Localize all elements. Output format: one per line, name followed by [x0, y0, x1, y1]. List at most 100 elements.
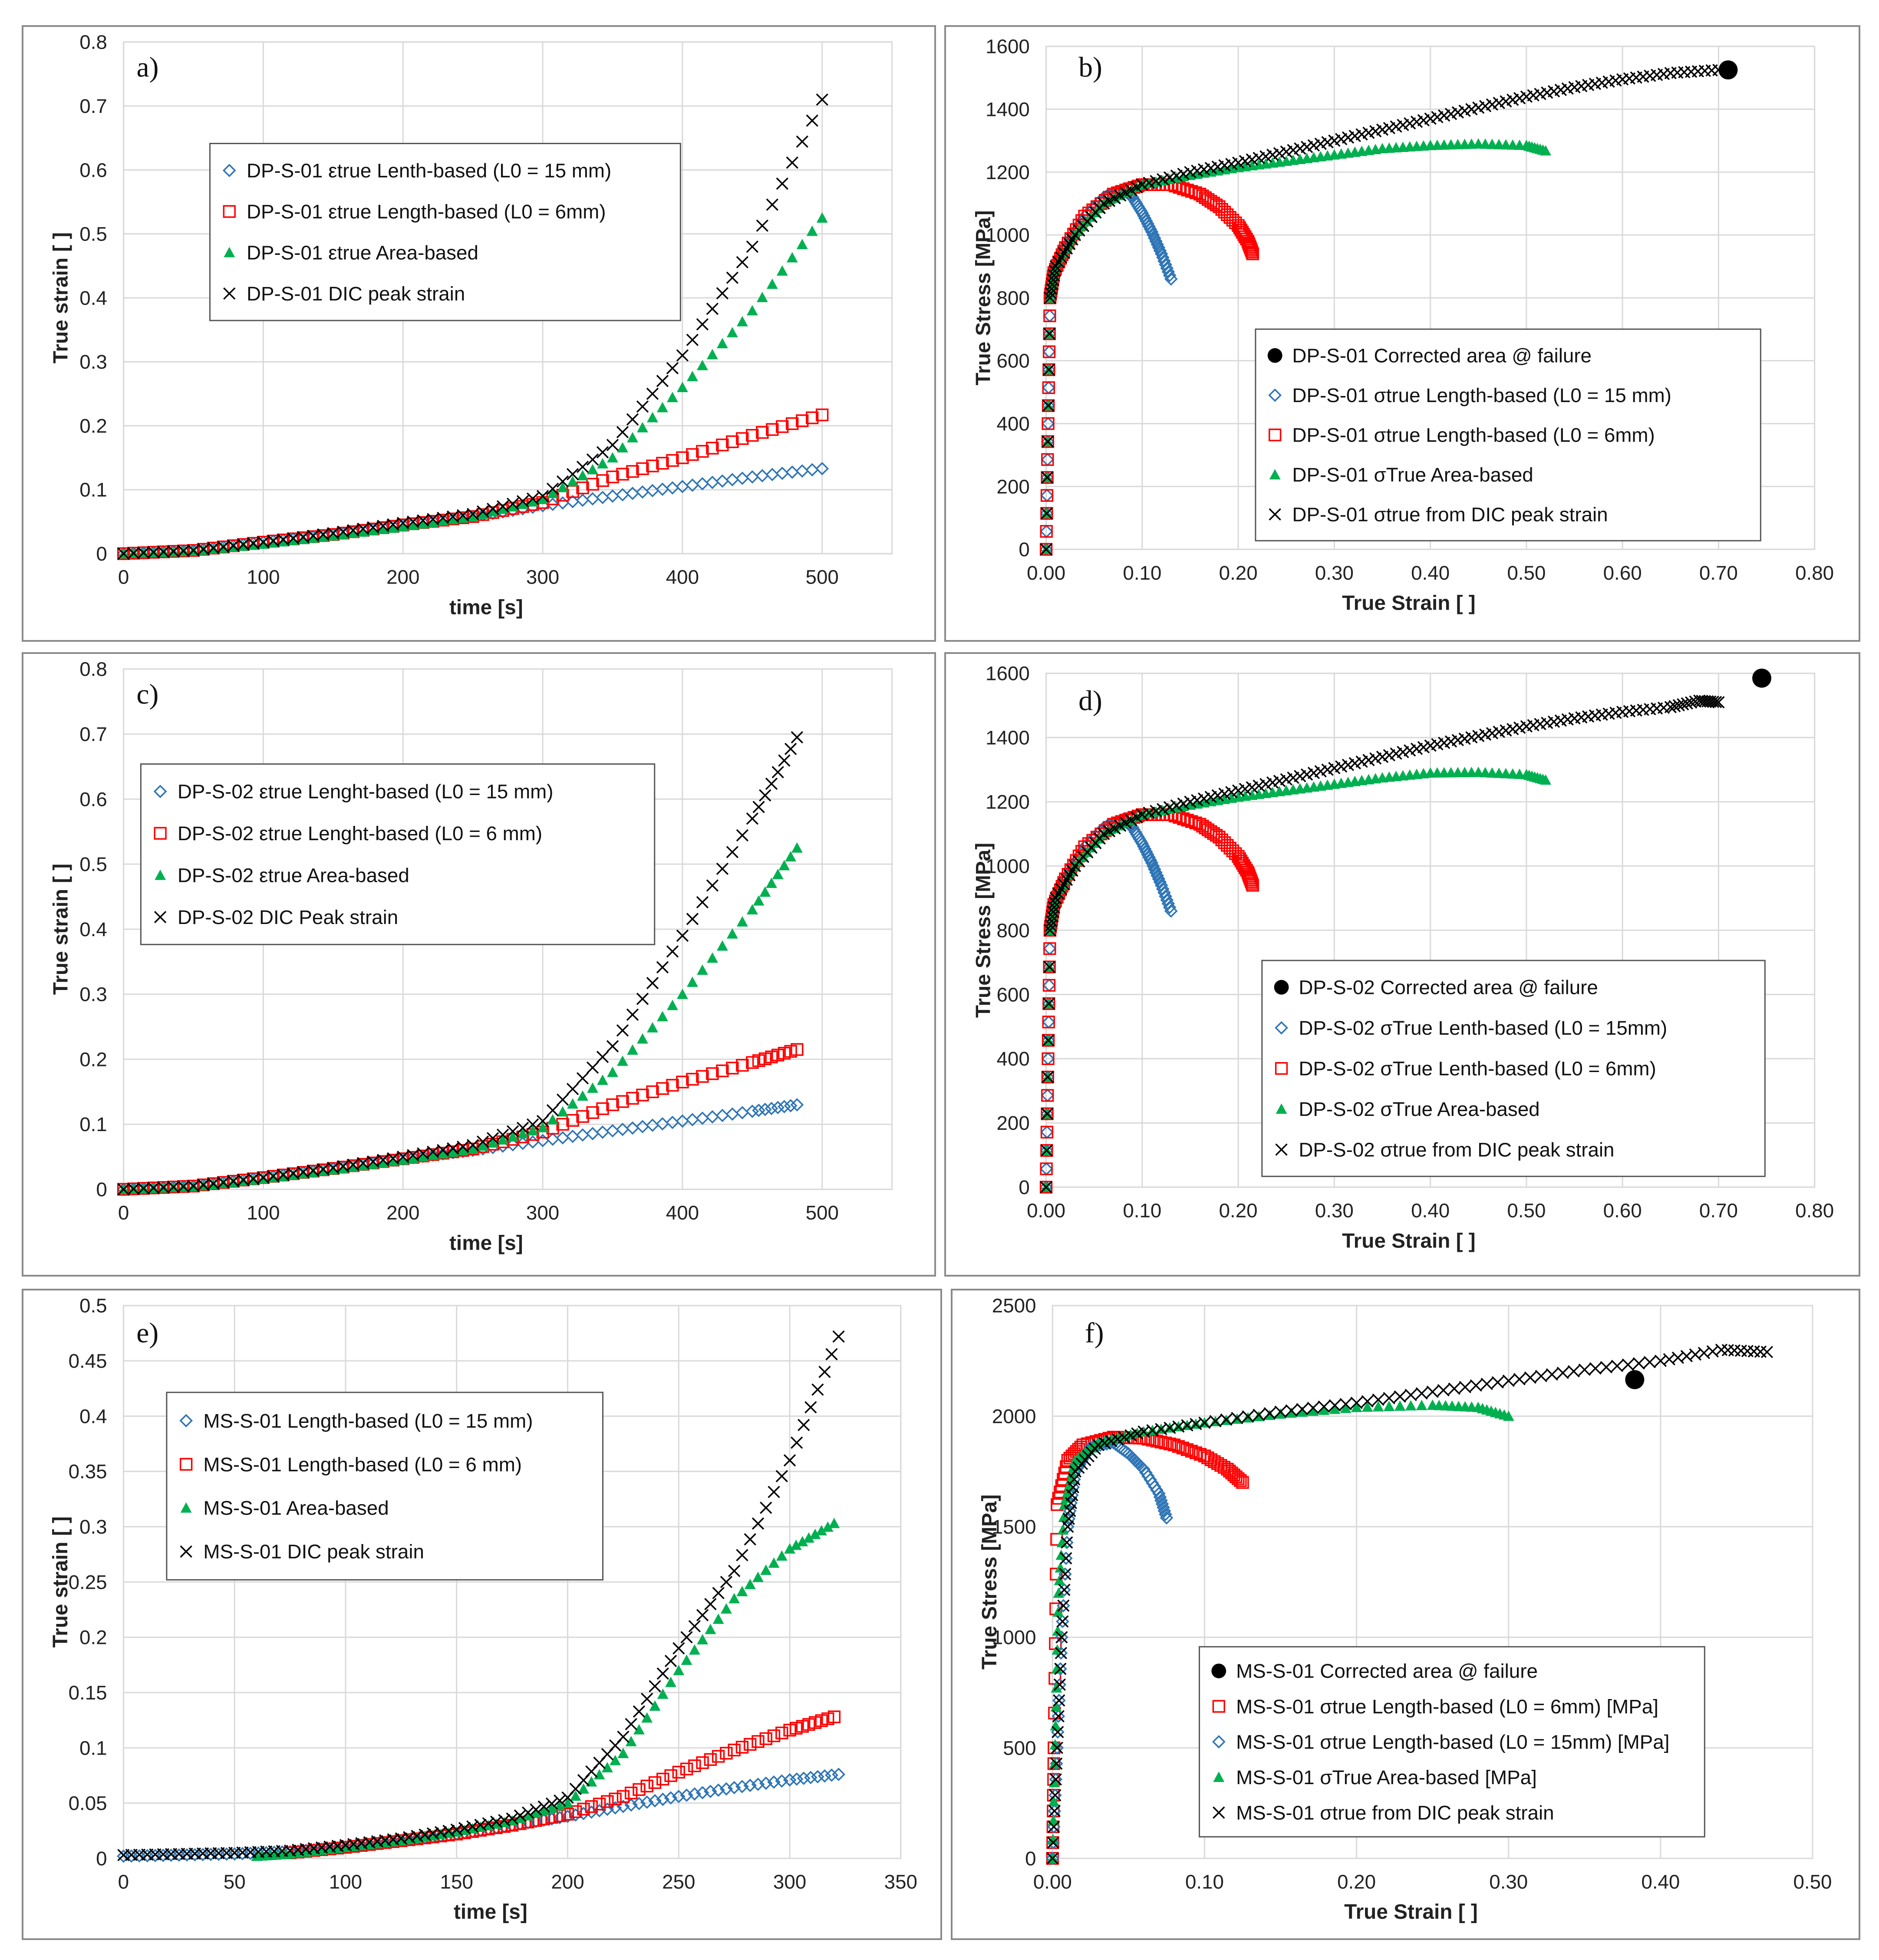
data-point [1041, 1089, 1055, 1102]
data-point [1053, 1678, 1066, 1691]
data-point [1039, 543, 1053, 556]
data-point [744, 1533, 756, 1546]
data-point [387, 1152, 399, 1165]
data-point [617, 1748, 629, 1759]
data-point [287, 535, 299, 545]
data-point [1042, 345, 1056, 359]
data-point [317, 1163, 330, 1176]
data-point [726, 928, 738, 939]
data-point [805, 463, 819, 477]
data-point [167, 1181, 180, 1193]
data-point [477, 1135, 489, 1148]
data-point [825, 1348, 838, 1361]
plot-area [123, 41, 893, 554]
panel-label: a) [136, 52, 158, 83]
data-point [177, 544, 190, 557]
legend-marker [1213, 1772, 1225, 1782]
data-point [686, 976, 698, 987]
x-axis-label: True Strain [ ] [1342, 1229, 1476, 1252]
x-tick-label: 0 [118, 1871, 129, 1893]
data-point [1056, 1615, 1069, 1628]
data-point [752, 1517, 765, 1530]
data-point [1143, 177, 1155, 189]
data-point [610, 1755, 621, 1765]
data-point [307, 1167, 319, 1178]
data-point [672, 1642, 685, 1655]
data-point [607, 452, 618, 463]
data-point [798, 1419, 810, 1431]
data-point [746, 305, 758, 316]
failure-point [1625, 1370, 1645, 1389]
legend-entry: DP-S-02 εtrue Area-based [178, 865, 409, 887]
data-point [1056, 1599, 1070, 1613]
data-point [626, 1121, 640, 1135]
legend-entry: DP-S-02 σTrue Lenth-based (L0 = 15mm) [1299, 1017, 1667, 1039]
data-point [758, 1102, 772, 1116]
data-point [177, 1180, 190, 1193]
data-point [656, 402, 668, 412]
data-point [1480, 1378, 1493, 1390]
legend-entry: DP-S-01 Corrected area @ failure [1292, 345, 1592, 367]
data-point [457, 1140, 469, 1153]
data-point [1164, 904, 1178, 918]
data-point [1448, 1382, 1460, 1395]
y-tick-label: 1600 [986, 36, 1030, 58]
data-point [676, 382, 688, 393]
data-point [778, 1046, 791, 1060]
data-point [207, 1177, 220, 1190]
data-point [768, 1557, 780, 1568]
data-point [247, 539, 259, 550]
data-point [1049, 1758, 1061, 1769]
panel-label: e) [136, 1317, 158, 1349]
legend-entry: DP-S-01 σtrue Length-based (L0 = 15 mm) [1292, 384, 1671, 406]
data-point [187, 1179, 200, 1193]
data-point [716, 287, 729, 300]
data-point [633, 1724, 645, 1735]
data-point [1480, 767, 1491, 778]
data-point [157, 1181, 170, 1194]
data-point [775, 466, 789, 480]
x-axis-label: True Strain [ ] [1344, 1901, 1478, 1924]
x-tick-label: 50 [224, 1871, 246, 1893]
data-point [1164, 272, 1178, 286]
plot-area [122, 1305, 902, 1859]
data-point [656, 457, 669, 470]
data-point [646, 977, 659, 990]
data-point [616, 426, 629, 439]
panel-label: d) [1078, 685, 1102, 716]
data-point [752, 1103, 765, 1117]
data-point [816, 93, 828, 106]
legend-marker [1276, 1103, 1287, 1114]
y-tick-label: 0.4 [79, 287, 107, 309]
data-point [337, 1163, 349, 1173]
data-point [1054, 1574, 1065, 1585]
data-point [736, 916, 748, 927]
legend-marker [1212, 1735, 1226, 1749]
y-tick-label: 0.5 [79, 1295, 107, 1317]
data-point [686, 478, 699, 492]
data-point [606, 489, 620, 503]
data-point [1149, 234, 1163, 248]
data-point [1153, 875, 1167, 889]
data-point [796, 135, 808, 148]
data-point [1040, 1144, 1053, 1157]
x-tick-label: 0.30 [1315, 1200, 1354, 1222]
data-point [666, 392, 678, 403]
data-point [1041, 453, 1054, 466]
data-point [696, 1112, 709, 1125]
data-point [696, 964, 708, 975]
y-tick-label: 1500 [992, 1516, 1036, 1538]
data-point [666, 1079, 679, 1092]
data-point [1043, 942, 1056, 955]
data-point [507, 1131, 519, 1142]
data-point [1043, 327, 1056, 340]
data-point [417, 518, 429, 529]
data-point [686, 1072, 699, 1086]
data-point [784, 742, 797, 755]
data-point [1275, 1408, 1286, 1419]
x-tick-label: 0.20 [1219, 1200, 1258, 1222]
x-tick-label: 0.40 [1641, 1871, 1680, 1893]
data-point [1040, 488, 1054, 502]
data-point [784, 1543, 795, 1554]
data-point [1042, 997, 1055, 1010]
